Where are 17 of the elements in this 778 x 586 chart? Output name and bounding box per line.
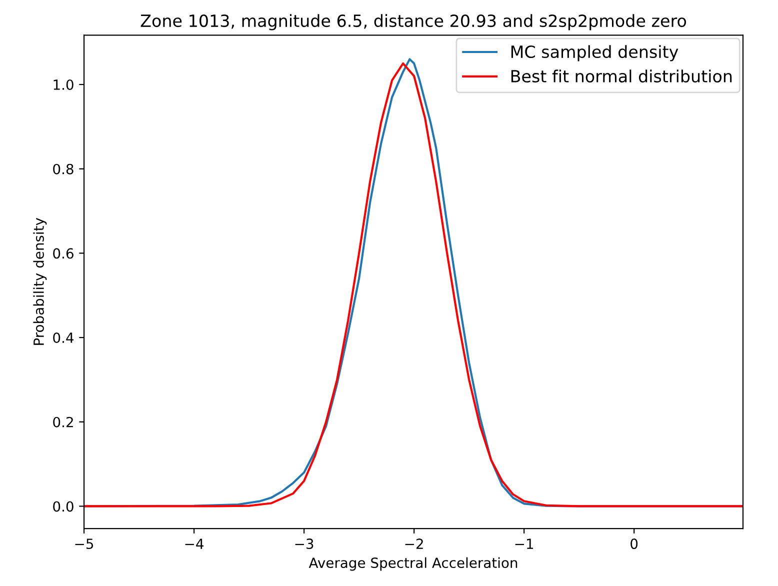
x-tick-label: −2 xyxy=(405,538,423,549)
legend-label: MC sampled density xyxy=(511,45,678,62)
x-tick-label: −1 xyxy=(515,538,534,549)
x-tick-label: 0 xyxy=(630,538,638,550)
y-tick-label: 0.4 xyxy=(53,332,74,344)
chart-title: Zone 1013, magnitude 6.5, distance 20.93 and s2sp2pmode zero xyxy=(140,14,686,30)
x-axis-title: Average Spectral Acceleration xyxy=(308,557,518,571)
x-tick-label: −4 xyxy=(185,538,204,549)
y-tick-label: 0.0 xyxy=(53,501,74,512)
y-tick-label: 0.6 xyxy=(53,248,74,259)
y-tick-label: 1.0 xyxy=(54,79,74,90)
legend-label: Best fit normal distribution xyxy=(511,70,732,83)
y-tick-label: 0.2 xyxy=(53,416,73,428)
x-tick-label: −5 xyxy=(75,538,94,550)
y-tick-label: 0.8 xyxy=(53,164,74,174)
x-tick-label: −3 xyxy=(295,538,314,550)
y-axis-title: Probability density xyxy=(33,218,47,345)
